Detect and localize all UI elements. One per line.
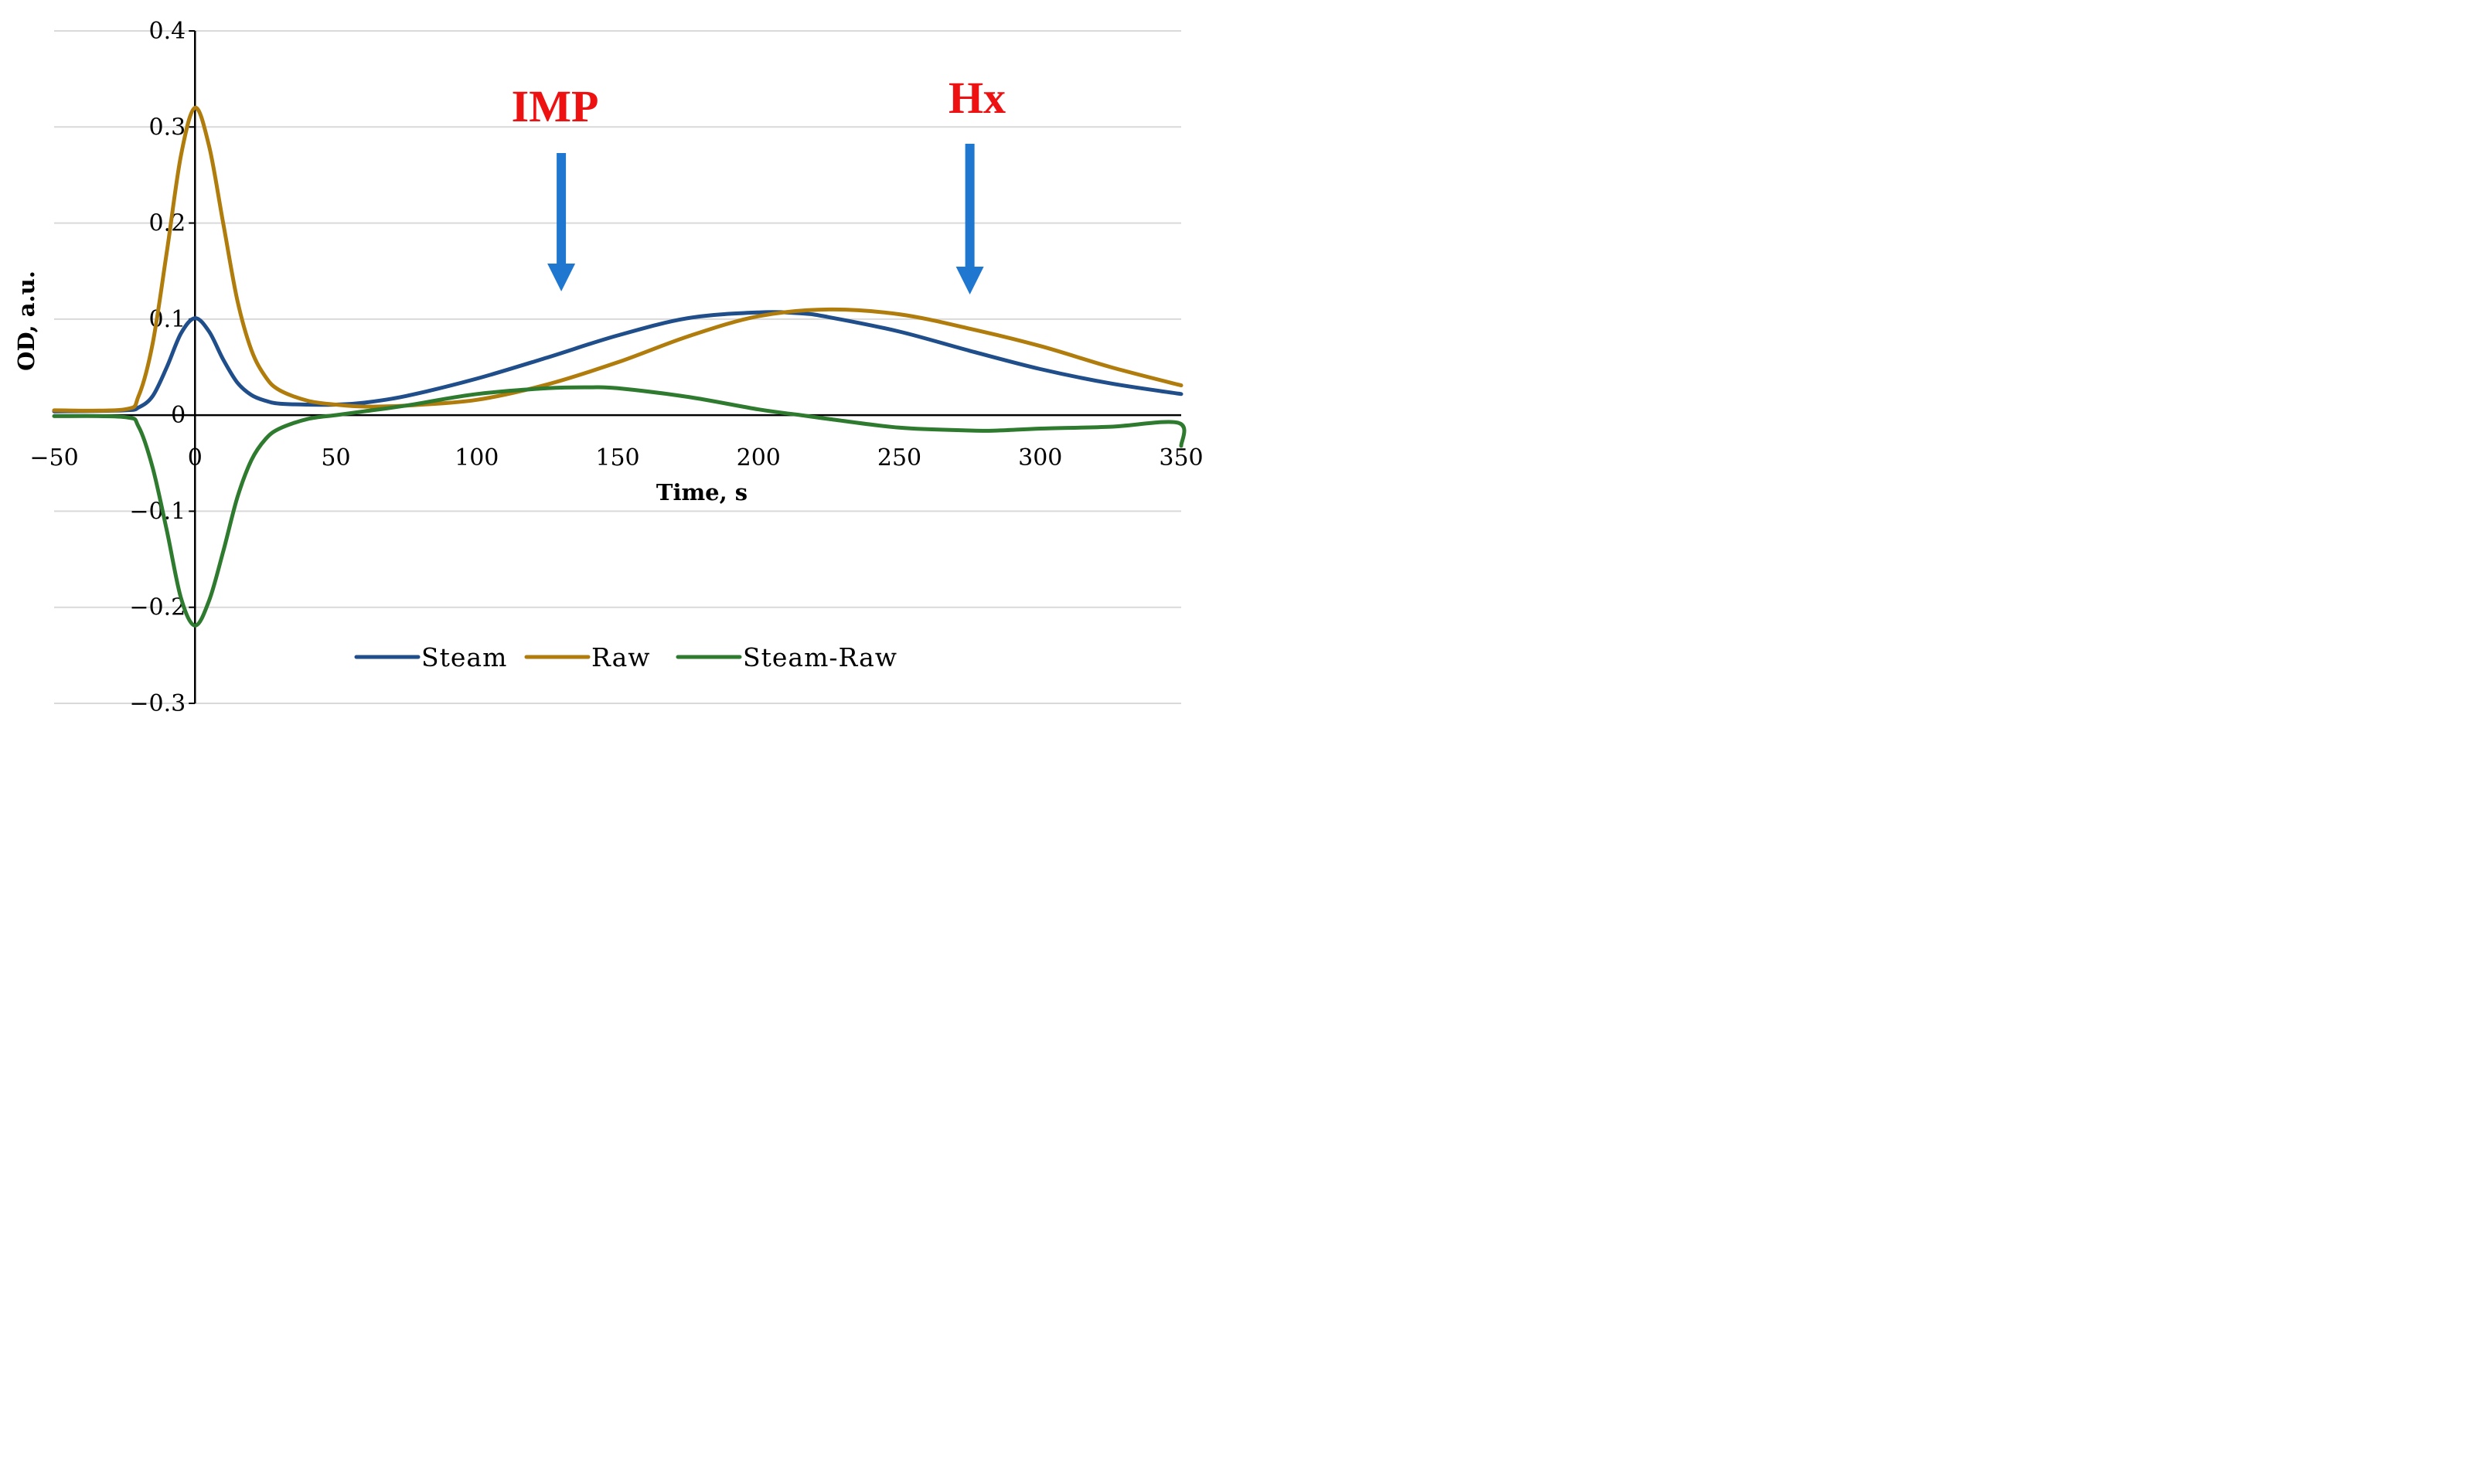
annotation-layer: IMP Hx bbox=[512, 73, 1006, 294]
arrow-head-hx bbox=[955, 267, 984, 294]
y-tick-label: −0.2 bbox=[129, 594, 186, 621]
y-tick-label: 0.3 bbox=[149, 114, 186, 141]
y-tick-label: 0.2 bbox=[149, 210, 186, 237]
legend-label-raw: Raw bbox=[591, 642, 651, 672]
annotation-label-hx: Hx bbox=[949, 73, 1006, 123]
legend: Steam Raw Steam-Raw bbox=[354, 642, 897, 672]
y-tick-label: 0.4 bbox=[149, 18, 186, 45]
annotation-label-imp: IMP bbox=[512, 81, 599, 131]
x-tick-label: 350 bbox=[1159, 444, 1203, 471]
y-tick-label: −0.3 bbox=[129, 690, 186, 717]
series-line-raw bbox=[52, 105, 1184, 413]
x-tick-label: 200 bbox=[737, 444, 781, 471]
series-line-steam bbox=[52, 310, 1184, 414]
x-tick-label: 250 bbox=[877, 444, 921, 471]
legend-label-steam-raw: Steam-Raw bbox=[743, 642, 897, 672]
x-tick-label: 0 bbox=[188, 444, 203, 471]
series-line-steam-raw bbox=[52, 385, 1187, 628]
arrow-shaft-imp bbox=[557, 153, 567, 264]
axis-layer: −0.3−0.2−0.100.10.20.30.4−50 0 50 100 150 200… bbox=[29, 18, 1203, 717]
y-axis-title: OD, a.u. bbox=[13, 271, 39, 371]
x-tick-label: −50 bbox=[29, 444, 78, 471]
x-tick-label: 100 bbox=[455, 444, 499, 471]
legend-label-steam: Steam bbox=[421, 642, 507, 672]
arrow-shaft-hx bbox=[965, 144, 975, 267]
arrow-head-imp bbox=[547, 264, 576, 291]
x-tick-label: 300 bbox=[1018, 444, 1062, 471]
series-layer bbox=[52, 105, 1187, 628]
od-time-chart: −0.3−0.2−0.100.10.20.30.4−50 0 50 100 150 200… bbox=[13, 18, 1204, 717]
x-tick-label: 50 bbox=[321, 444, 350, 471]
y-tick-label: −0.1 bbox=[129, 498, 186, 525]
x-tick-label: 150 bbox=[595, 444, 639, 471]
grid-layer bbox=[54, 30, 1181, 704]
x-axis-title: Time, s bbox=[656, 479, 748, 505]
